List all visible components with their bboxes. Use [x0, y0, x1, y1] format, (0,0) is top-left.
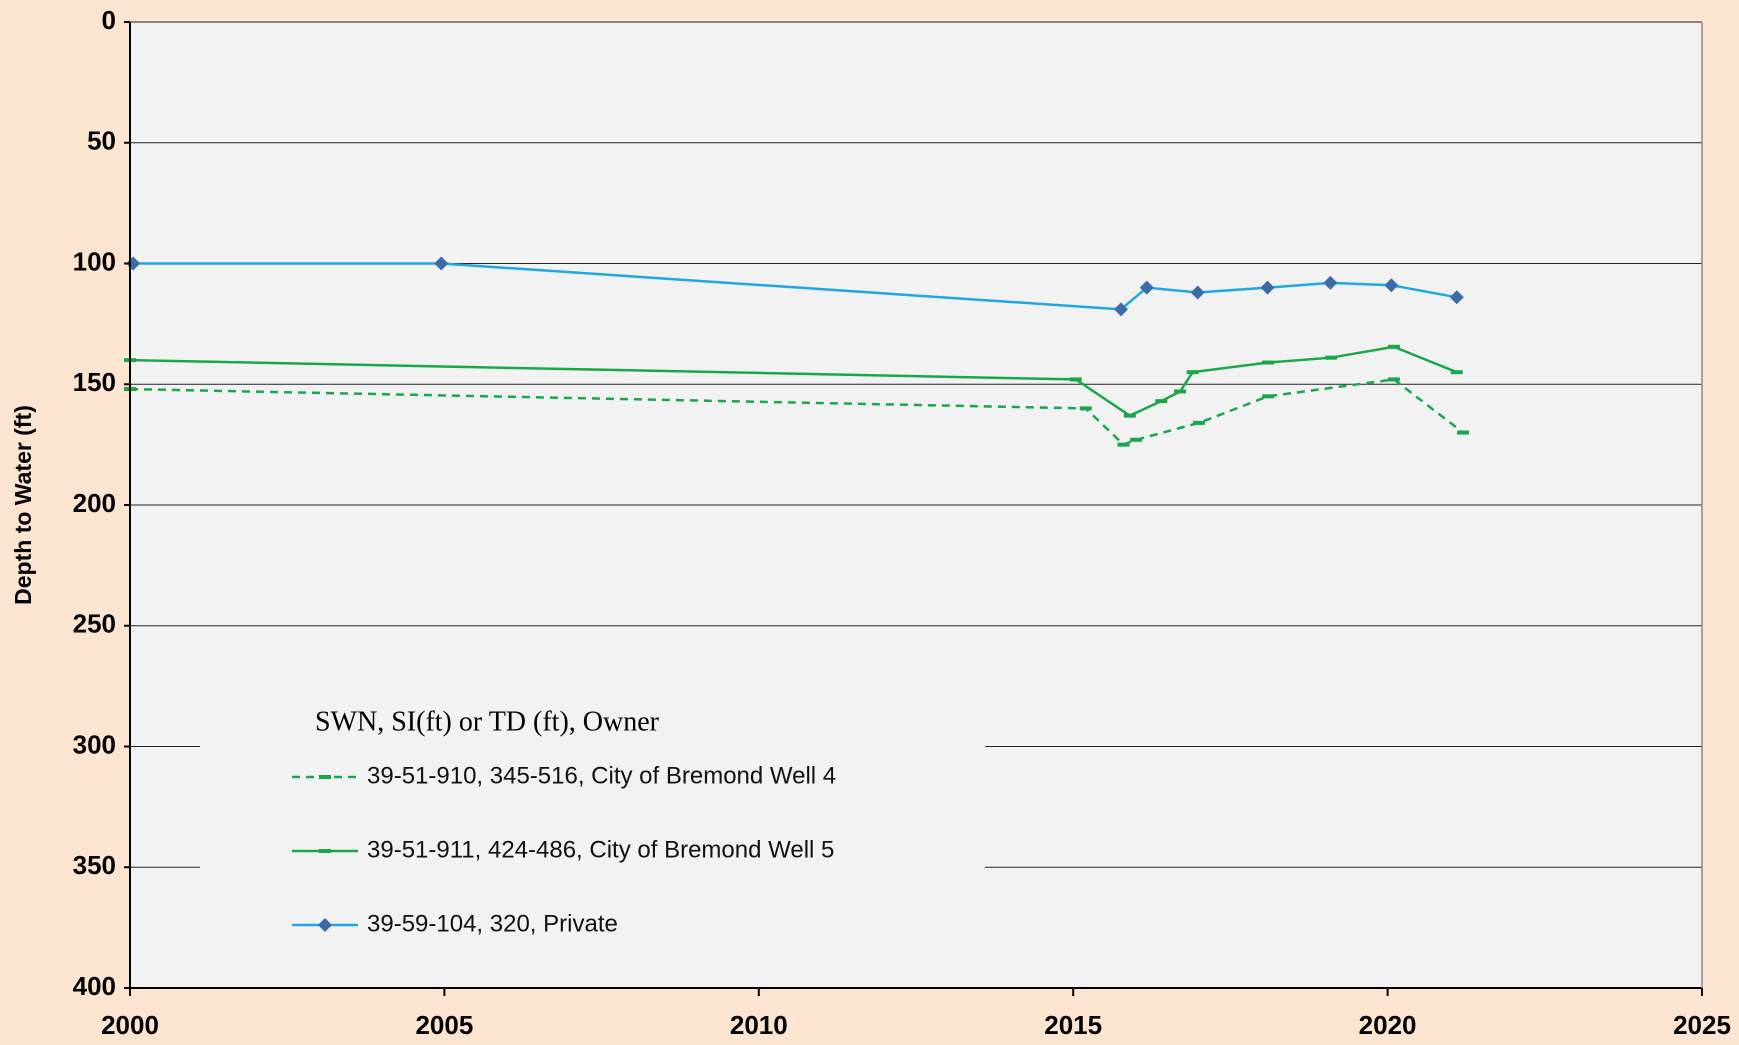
x-tick-label: 2020 — [1359, 1010, 1417, 1040]
marker — [434, 256, 449, 271]
marker — [1155, 399, 1168, 404]
marker — [1190, 285, 1205, 300]
legend-marker — [319, 775, 331, 779]
legend-title: SWN, SI(ft) or TD (ft), Owner — [315, 706, 660, 737]
series-group — [124, 256, 1470, 447]
y-tick-label: 0 — [102, 5, 116, 35]
marker — [1387, 377, 1400, 382]
y-tick-label: 100 — [73, 246, 116, 276]
marker — [1323, 275, 1338, 290]
marker — [1262, 394, 1275, 399]
y-axis-label: Depth to Water (ft) — [10, 405, 36, 605]
y-tick-label: 250 — [73, 609, 116, 639]
x-tick-label: 2025 — [1673, 1010, 1731, 1040]
marker — [1079, 406, 1092, 411]
legend-marker — [318, 918, 332, 932]
y-tick-label: 350 — [73, 850, 116, 880]
x-tick-label: 2015 — [1044, 1010, 1102, 1040]
marker — [1192, 420, 1205, 425]
x-tick-label: 2000 — [101, 1010, 159, 1040]
x-tick-label: 2005 — [415, 1010, 473, 1040]
marker — [1130, 437, 1143, 442]
y-tick-label: 50 — [87, 126, 116, 156]
marker — [1387, 344, 1400, 349]
marker — [1325, 355, 1338, 360]
marker — [1384, 278, 1399, 293]
legend-label: 39-51-911, 424-486, City of Bremond Well… — [367, 836, 834, 863]
x-tick-label: 2010 — [730, 1010, 788, 1040]
y-tick-label: 400 — [73, 971, 116, 1001]
marker — [1113, 302, 1128, 317]
marker — [1174, 389, 1187, 394]
marker — [1449, 290, 1464, 305]
marker — [1139, 280, 1154, 295]
marker — [1069, 377, 1082, 382]
marker — [1450, 370, 1463, 375]
legend-label: 39-59-104, 320, Private — [367, 910, 618, 937]
marker — [1262, 360, 1275, 365]
series-line — [129, 378, 1464, 447]
series-line — [129, 345, 1458, 418]
legend-marker — [319, 849, 331, 853]
y-tick-label: 300 — [73, 729, 116, 759]
y-tick-label: 150 — [73, 367, 116, 397]
marker — [1260, 280, 1275, 295]
marker — [1123, 413, 1136, 418]
marker — [1186, 370, 1199, 375]
marker — [1117, 442, 1130, 447]
legend: 39-51-910, 345-516, City of Bremond Well… — [292, 762, 836, 937]
legend-label: 39-51-910, 345-516, City of Bremond Well… — [367, 762, 836, 789]
y-tick-label: 200 — [73, 488, 116, 518]
marker — [1457, 430, 1470, 435]
